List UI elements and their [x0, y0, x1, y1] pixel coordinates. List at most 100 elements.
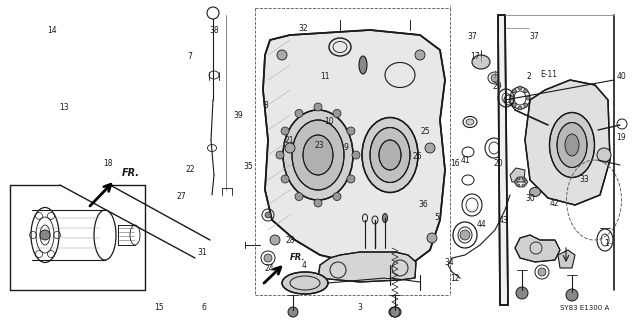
Text: 38: 38 [209, 26, 219, 35]
Text: 10: 10 [324, 117, 334, 126]
Text: SY83 E1300 A: SY83 E1300 A [560, 305, 609, 311]
Circle shape [265, 212, 271, 218]
Circle shape [517, 184, 520, 187]
Text: 33: 33 [580, 175, 590, 184]
Text: 4: 4 [302, 261, 307, 270]
Circle shape [40, 230, 50, 240]
Circle shape [277, 50, 287, 60]
Text: 36: 36 [418, 200, 428, 209]
Polygon shape [498, 15, 508, 305]
Text: 1: 1 [604, 239, 609, 248]
Text: 14: 14 [47, 26, 57, 35]
Text: 6: 6 [201, 303, 206, 312]
Ellipse shape [362, 117, 418, 193]
Circle shape [515, 180, 517, 183]
Circle shape [288, 307, 298, 317]
Text: 27: 27 [176, 192, 187, 201]
Text: 26: 26 [412, 152, 422, 161]
Text: 42: 42 [549, 199, 559, 208]
Text: 17: 17 [469, 52, 480, 60]
Text: 30: 30 [525, 194, 535, 203]
Text: 9: 9 [343, 143, 348, 152]
Circle shape [518, 106, 522, 110]
Circle shape [516, 287, 528, 299]
Text: 3: 3 [357, 303, 362, 312]
Text: 2: 2 [526, 72, 531, 81]
Text: E-11: E-11 [541, 70, 557, 79]
Text: 43: 43 [498, 216, 508, 225]
Text: 35: 35 [243, 162, 254, 171]
Ellipse shape [379, 140, 401, 170]
Circle shape [518, 86, 522, 90]
Circle shape [427, 233, 437, 243]
Ellipse shape [529, 188, 541, 196]
Ellipse shape [283, 110, 353, 200]
Text: FR.: FR. [122, 168, 140, 178]
Circle shape [524, 103, 527, 107]
Circle shape [522, 184, 525, 187]
Text: 32: 32 [298, 24, 308, 33]
Circle shape [524, 89, 527, 93]
Text: 21: 21 [285, 136, 294, 145]
Text: 15: 15 [154, 303, 164, 312]
Circle shape [512, 103, 517, 107]
Polygon shape [558, 250, 575, 268]
Circle shape [526, 96, 530, 100]
Circle shape [352, 151, 360, 159]
Text: 29: 29 [492, 82, 502, 91]
Polygon shape [525, 80, 610, 205]
Ellipse shape [472, 55, 490, 69]
Circle shape [512, 89, 517, 93]
Circle shape [524, 180, 527, 183]
Circle shape [347, 175, 355, 183]
Circle shape [390, 307, 400, 317]
Ellipse shape [550, 113, 594, 178]
Text: 40: 40 [617, 72, 627, 81]
Circle shape [538, 268, 546, 276]
Ellipse shape [382, 213, 387, 222]
Text: 12: 12 [450, 274, 459, 283]
Text: 16: 16 [450, 159, 460, 168]
Polygon shape [515, 235, 560, 262]
Text: FR.: FR. [290, 253, 306, 262]
Circle shape [510, 96, 514, 100]
Polygon shape [318, 252, 416, 282]
Polygon shape [263, 30, 445, 268]
Text: 11: 11 [320, 72, 329, 81]
Polygon shape [510, 168, 525, 182]
Text: 7: 7 [187, 52, 192, 60]
Circle shape [522, 177, 525, 180]
Ellipse shape [292, 120, 344, 190]
Circle shape [314, 103, 322, 111]
Text: 37: 37 [468, 32, 478, 41]
Text: 28: 28 [286, 236, 295, 244]
Circle shape [333, 109, 341, 117]
Ellipse shape [557, 123, 587, 167]
Text: 8: 8 [264, 101, 269, 110]
Circle shape [281, 175, 289, 183]
Ellipse shape [565, 134, 579, 156]
Text: 34: 34 [445, 258, 455, 267]
Circle shape [415, 50, 425, 60]
Text: 37: 37 [529, 32, 539, 41]
Circle shape [425, 143, 435, 153]
Circle shape [333, 193, 341, 201]
Text: 24: 24 [264, 264, 274, 273]
Circle shape [347, 127, 355, 135]
Circle shape [314, 199, 322, 207]
Circle shape [517, 177, 520, 180]
Circle shape [285, 143, 295, 153]
Circle shape [597, 148, 611, 162]
Ellipse shape [389, 307, 401, 317]
Text: 18: 18 [104, 159, 113, 168]
Ellipse shape [466, 119, 474, 125]
Ellipse shape [303, 135, 333, 175]
Circle shape [460, 230, 470, 240]
Text: 22: 22 [185, 165, 194, 174]
Text: 41: 41 [460, 156, 470, 164]
Text: 20: 20 [494, 159, 504, 168]
Ellipse shape [370, 127, 410, 182]
Text: 39: 39 [233, 111, 243, 120]
Circle shape [566, 289, 578, 301]
Ellipse shape [282, 272, 328, 294]
